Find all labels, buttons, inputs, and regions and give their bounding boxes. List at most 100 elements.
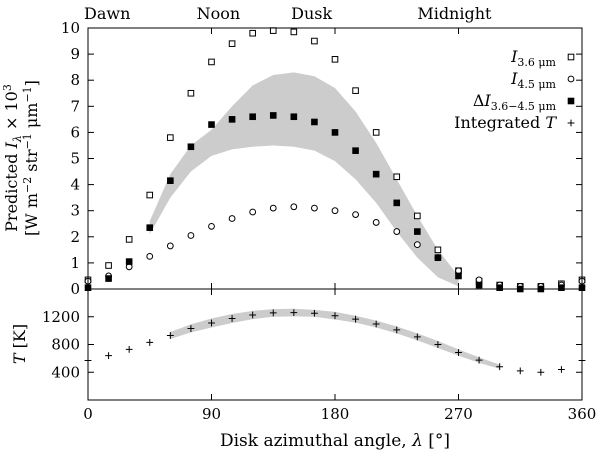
plus-marker [290,309,298,316]
plus-marker [228,315,236,322]
square-open-marker [228,40,236,47]
legend-label: I3.6 μm [510,47,556,69]
y-tick-label: 9 [70,45,80,63]
y-axis-top [88,27,582,290]
plus-marker [166,332,174,339]
y-tick-label: 2 [70,228,80,246]
top-panel-uncertainty-band [149,72,459,287]
square-open-marker [393,173,401,181]
plus-marker [352,315,359,323]
x-tick-label: 90 [202,405,221,423]
plus-marker [187,325,195,332]
square-open-marker [414,212,421,220]
square-open-marker [372,129,380,136]
phase-label-midnight: Midnight [417,4,492,23]
circle-open-marker [290,203,298,211]
plus-marker [516,367,524,375]
circle-open-marker [187,232,195,239]
square-filled-marker [249,113,256,121]
plus-marker [537,368,545,376]
square-open-marker [187,89,195,97]
phase-label-dawn: Dawn [84,4,130,23]
square-open-marker [249,29,256,37]
square-filled-marker [331,129,339,136]
square-filled-marker [269,112,277,119]
series-I_4.5um [84,203,586,290]
x-axis-title: Disk azimuthal angle, λ [°] [220,431,450,451]
legend-label: I4.5 μm [510,69,556,91]
square-filled-marker [414,228,421,235]
plus-marker [475,356,483,364]
circle-open-marker [413,241,421,249]
y-tick-label: 3 [70,202,80,220]
square-open-marker [434,246,442,254]
circle-open-marker [311,204,318,212]
y-tick-label: 10 [61,19,80,37]
square-filled-marker [352,147,359,154]
circle-open-marker [208,222,215,230]
square-filled-marker [372,170,380,178]
plus-marker [455,349,462,356]
plus-marker [413,333,421,341]
series-dI_3.6-4.5um [84,112,586,293]
y-tick-label: 7 [70,97,80,115]
series-Integrated T [84,309,586,376]
plus-marker [567,119,575,127]
y-tick-label: 6 [70,123,80,141]
circle-open-marker [567,75,575,83]
x-tick-label: 270 [444,405,473,423]
y-axis-title-top-line2: [W m−2 str−1 μm−1] [21,80,41,236]
plus-marker [331,312,339,320]
square-open-marker [125,236,133,243]
phase-label-dusk: Dusk [291,4,332,23]
bottom-panel-frame [87,288,583,401]
plus-marker [269,309,277,317]
plus-marker [105,352,112,359]
square-open-marker [331,56,339,63]
y-axis-bottom [88,316,582,373]
square-open-marker [290,28,298,36]
y-tick-label: 1200 [42,308,80,326]
circle-open-marker [228,215,236,222]
square-filled-marker [558,284,565,291]
square-filled-marker [496,284,503,291]
square-filled-marker [393,199,401,207]
legend-label: Integrated T [454,113,557,132]
plus-marker [558,366,565,373]
y-tick-label: 0 [70,280,80,298]
y-tick-label: 1 [70,254,80,272]
square-open-marker [208,58,215,66]
legend-label: ΔI3.6−4.5 μm [473,91,557,113]
plus-marker [311,309,318,317]
plus-marker [146,339,154,346]
square-open-marker [167,134,174,141]
y-axis-title-top-line1: Predicted Iλ × 103 [1,84,24,232]
circle-open-marker [249,208,257,216]
plus-marker [208,319,215,327]
square-open-marker [567,53,575,61]
phase-label-noon: Noon [197,4,241,23]
square-filled-marker [105,275,112,282]
x-tick-label: 360 [568,405,597,423]
circle-open-marker [166,242,174,250]
square-open-marker [352,87,359,94]
y-tick-label: 4 [70,176,80,194]
square-open-marker [269,27,277,34]
square-open-marker [146,191,154,199]
y-axis-title-bottom: T [K] [10,324,29,364]
y-tick-label: 800 [51,336,80,354]
circle-open-marker [146,252,154,260]
x-axis [87,28,583,400]
plus-marker [434,341,442,348]
y-tick-label: 5 [70,150,80,168]
square-filled-marker [567,97,575,105]
square-filled-marker [187,143,195,151]
square-filled-marker [208,121,215,128]
circle-open-marker [269,204,277,212]
plus-marker [393,326,401,334]
square-filled-marker [434,254,442,261]
legend [567,53,575,127]
circle-open-marker [331,207,339,215]
circle-open-marker [372,219,380,226]
